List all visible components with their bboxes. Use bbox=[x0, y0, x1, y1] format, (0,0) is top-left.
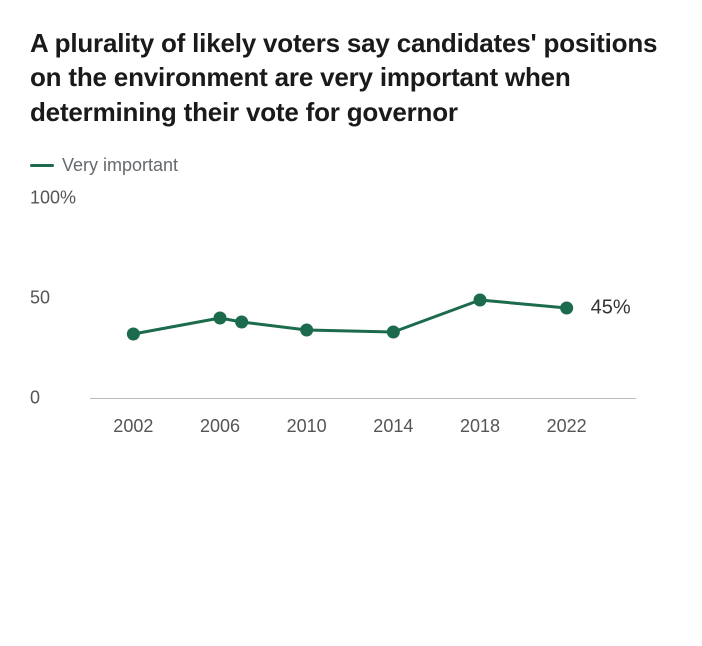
data-point bbox=[560, 301, 573, 314]
y-tick-label: 50 bbox=[30, 287, 50, 308]
y-tick-label: 100% bbox=[30, 187, 76, 208]
plot-area: 45% bbox=[90, 198, 610, 398]
data-point bbox=[214, 311, 227, 324]
y-tick-label: 0 bbox=[30, 387, 40, 408]
line-series bbox=[90, 198, 610, 398]
chart-title: A plurality of likely voters say candida… bbox=[30, 26, 672, 129]
data-point bbox=[474, 293, 487, 306]
chart: 050100% 45% 200220062010201420182022 bbox=[30, 198, 672, 446]
x-axis-line bbox=[90, 398, 636, 399]
data-point bbox=[127, 327, 140, 340]
x-tick-label: 2002 bbox=[113, 416, 153, 437]
data-point bbox=[235, 315, 248, 328]
legend-swatch bbox=[30, 164, 54, 167]
data-point bbox=[300, 323, 313, 336]
legend: Very important bbox=[30, 155, 672, 176]
x-tick-label: 2018 bbox=[460, 416, 500, 437]
legend-label: Very important bbox=[62, 155, 178, 176]
x-tick-label: 2022 bbox=[547, 416, 587, 437]
x-tick-label: 2010 bbox=[287, 416, 327, 437]
series-end-label: 45% bbox=[591, 296, 631, 319]
data-point bbox=[387, 325, 400, 338]
x-tick-label: 2014 bbox=[373, 416, 413, 437]
x-tick-label: 2006 bbox=[200, 416, 240, 437]
